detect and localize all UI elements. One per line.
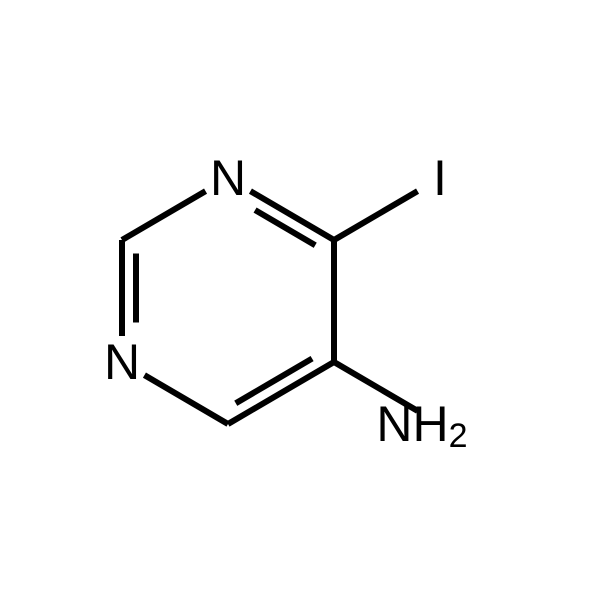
atom-label-nh2: NH2 — [376, 396, 467, 455]
atom-label-n3: N — [210, 150, 246, 206]
molecule-diagram: N N I NH2 — [0, 0, 600, 600]
atom-label-n1: N — [104, 334, 140, 390]
atom-label-i: I — [433, 150, 447, 206]
